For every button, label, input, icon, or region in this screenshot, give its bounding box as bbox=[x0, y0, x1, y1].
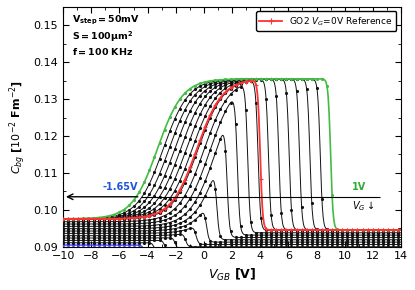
Text: 1V: 1V bbox=[352, 182, 366, 192]
Legend: GO2 $V_G$=0V Reference: GO2 $V_G$=0V Reference bbox=[256, 12, 396, 31]
Y-axis label: $C_{bg}$ [$10^{-2}$ Fm$^{-2}$]: $C_{bg}$ [$10^{-2}$ Fm$^{-2}$] bbox=[7, 80, 28, 174]
Text: -1.65V: -1.65V bbox=[103, 182, 138, 192]
Text: $V_G\downarrow$: $V_G\downarrow$ bbox=[352, 200, 374, 213]
Text: $\mathbf{V_{step}=50mV}$
$\mathbf{S=100\mu m^2}$
$\mathbf{f=100\ KHz}$: $\mathbf{V_{step}=50mV}$ $\mathbf{S=100\… bbox=[71, 14, 140, 57]
X-axis label: $V_{GB}$ [V]: $V_{GB}$ [V] bbox=[208, 267, 256, 283]
